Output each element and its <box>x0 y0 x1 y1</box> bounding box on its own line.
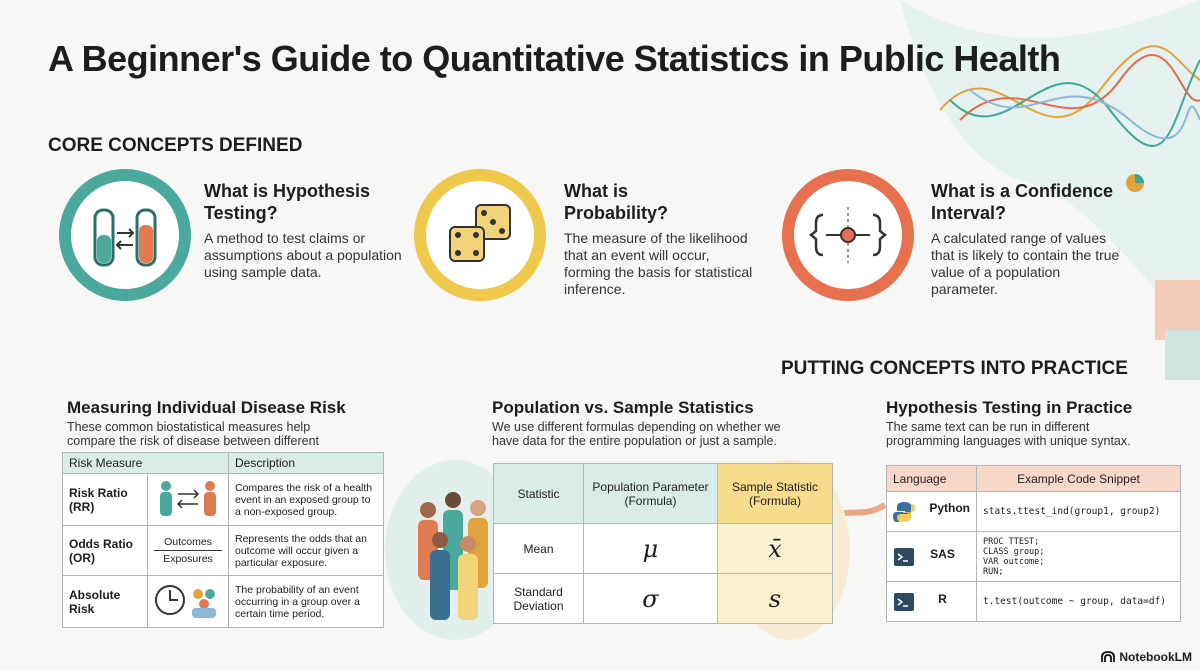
header-cell: Sample Statistic (Formula) <box>716 463 834 524</box>
header-cell: Example Code Snippet <box>976 465 1181 492</box>
row: Python stats.ttest_ind(group1, group2) <box>886 491 1181 532</box>
python-icon <box>893 501 915 522</box>
sample-symbol: s <box>716 573 834 624</box>
row: SAS PROC TTEST; CLASS group; VAR outcome… <box>886 531 1181 582</box>
title: A Beginner's Guide to Quantitative Stati… <box>48 38 1061 79</box>
language-name: SAS <box>930 546 955 561</box>
footer-logo <box>1101 651 1116 662</box>
population-symbol: σ <box>583 573 718 624</box>
header-row: Language Example Code Snippet <box>886 465 1181 492</box>
code-table: Language Example Code Snippet Python sta… <box>886 465 1181 622</box>
footer: NotebookLM <box>1101 650 1192 664</box>
concept-title: What is Hypothesis Testing? <box>204 181 371 223</box>
section-subtitle: We use different formulas depending on w… <box>492 420 781 448</box>
row: Standard Deviation σ s <box>493 573 834 624</box>
code-snippet: stats.ttest_ind(group1, group2) <box>976 491 1181 532</box>
population-table: Statistic Population Parameter (Formula)… <box>493 463 834 624</box>
header-cell: Description <box>228 452 384 474</box>
terminal-icon <box>894 547 914 566</box>
numerator: Outcomes <box>154 536 222 551</box>
denominator: Exposures <box>163 553 213 565</box>
icon-cell <box>147 473 229 526</box>
concept-text: A calculated range of values that is lik… <box>931 230 1120 297</box>
language-name: Python <box>929 500 970 515</box>
concept-title: What is Probability? <box>564 181 669 223</box>
section-title: Measuring Individual Disease Risk <box>67 398 346 417</box>
fraction: Outcomes Exposures <box>147 525 229 576</box>
row: R t.test(outcome ~ group, data=df) <box>886 581 1181 622</box>
header-cell: Language <box>886 465 977 492</box>
header-row: Risk Measure Description <box>62 452 384 474</box>
section-heading: PUTTING CONCEPTS INTO PRACTICE <box>781 358 1128 379</box>
header-cell: Population Parameter (Formula) <box>583 463 718 524</box>
measure: Risk Ratio (RR) <box>62 473 148 526</box>
description: Compares the risk of a health event in a… <box>228 473 384 526</box>
concept-text: A method to test claims or assumptions a… <box>204 230 402 280</box>
statistic: Standard Deviation <box>493 573 584 624</box>
language: SAS <box>886 531 977 582</box>
confidence-icon <box>782 169 914 301</box>
clock-group-icon <box>155 585 216 618</box>
statistic: Mean <box>493 523 584 574</box>
description: The probability of an event occurring in… <box>228 575 384 628</box>
concept-title: What is a Confidence Interval? <box>931 181 1114 223</box>
code-snippet: PROC TTEST; CLASS group; VAR outcome; RU… <box>976 531 1181 582</box>
concept: What is a Confidence Interval? A calcula… <box>931 180 1131 298</box>
row: Risk Ratio (RR) Compares the risk of a h… <box>62 473 384 526</box>
people-icon <box>160 481 216 516</box>
terminal-icon <box>894 592 914 611</box>
row: Odds Ratio (OR) Outcomes Exposures Repres… <box>62 525 384 576</box>
sample-symbol: x̄ <box>716 523 834 574</box>
probability-icon <box>414 169 546 301</box>
language: Python <box>886 491 977 532</box>
header-row: Statistic Population Parameter (Formula)… <box>493 463 834 524</box>
population-symbol: μ <box>583 523 718 574</box>
measure: Absolute Risk <box>62 575 148 628</box>
hypothesis-icon <box>59 169 191 301</box>
concept-text: The measure of the likelihood that an ev… <box>564 230 753 297</box>
section-title: Population vs. Sample Statistics <box>492 398 754 417</box>
section-heading: CORE CONCEPTS DEFINED <box>48 135 303 156</box>
icon-cell <box>147 575 229 628</box>
language-name: R <box>938 591 947 606</box>
section-subtitle: The same text can be run in different pr… <box>886 420 1131 448</box>
row: Absolute Risk The probability of an even… <box>62 575 384 628</box>
footer-text: NotebookLM <box>1119 650 1192 664</box>
concept: What is Probability? The measure of the … <box>564 180 754 298</box>
concept: What is Hypothesis Testing? A method to … <box>204 180 404 281</box>
risk-table: Risk Measure Description Risk Ratio (RR)… <box>62 452 384 628</box>
row: Mean μ x̄ <box>493 523 834 574</box>
description: Represents the odds that an outcome will… <box>228 525 384 576</box>
section-subtitle: These common biostatistical measures hel… <box>67 420 319 462</box>
language: R <box>886 581 977 622</box>
section-title: Hypothesis Testing in Practice <box>886 398 1133 417</box>
measure: Odds Ratio (OR) <box>62 525 148 576</box>
header-cell: Risk Measure <box>62 452 229 474</box>
crowd-left <box>418 492 488 620</box>
code-snippet: t.test(outcome ~ group, data=df) <box>976 581 1181 622</box>
header-cell: Statistic <box>493 463 584 524</box>
